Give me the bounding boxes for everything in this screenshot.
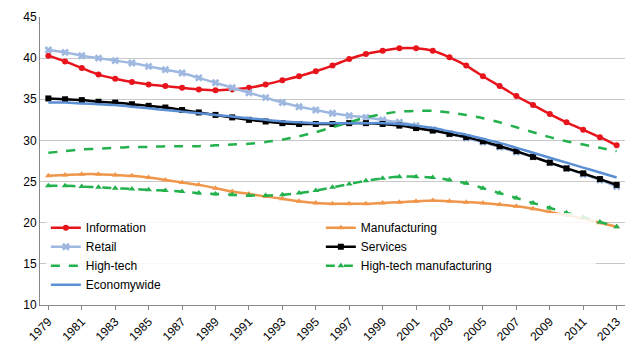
svg-text:1987: 1987 — [160, 315, 189, 344]
svg-text:2003: 2003 — [427, 315, 456, 344]
svg-text:1997: 1997 — [327, 315, 356, 344]
svg-text:30: 30 — [23, 134, 37, 148]
svg-text:Manufacturing: Manufacturing — [361, 221, 437, 235]
svg-text:20: 20 — [23, 216, 37, 230]
svg-text:2007: 2007 — [494, 315, 523, 344]
svg-text:1985: 1985 — [126, 315, 155, 344]
svg-text:2013: 2013 — [594, 315, 623, 344]
svg-text:45: 45 — [23, 10, 37, 24]
svg-text:1981: 1981 — [59, 315, 88, 344]
svg-text:1999: 1999 — [360, 315, 389, 344]
svg-text:1991: 1991 — [227, 315, 256, 344]
svg-text:1993: 1993 — [260, 315, 289, 344]
svg-text:15: 15 — [23, 257, 37, 271]
svg-text:35: 35 — [23, 92, 37, 106]
svg-text:High-tech manufacturing: High-tech manufacturing — [361, 259, 492, 273]
svg-text:25: 25 — [23, 175, 37, 189]
svg-text:High-tech: High-tech — [86, 259, 137, 273]
svg-text:1989: 1989 — [193, 315, 222, 344]
svg-text:2011: 2011 — [561, 315, 589, 343]
svg-text:Retail: Retail — [86, 240, 117, 254]
svg-text:Economywide: Economywide — [86, 278, 161, 292]
svg-text:10: 10 — [23, 298, 37, 312]
svg-text:1979: 1979 — [26, 315, 55, 344]
svg-text:Information: Information — [86, 221, 146, 235]
svg-text:Services: Services — [361, 240, 407, 254]
svg-text:1983: 1983 — [93, 315, 122, 344]
svg-text:1995: 1995 — [293, 315, 322, 344]
svg-text:2005: 2005 — [461, 315, 490, 344]
svg-text:2001: 2001 — [394, 315, 423, 344]
svg-text:40: 40 — [23, 51, 37, 65]
svg-text:2009: 2009 — [527, 315, 556, 344]
